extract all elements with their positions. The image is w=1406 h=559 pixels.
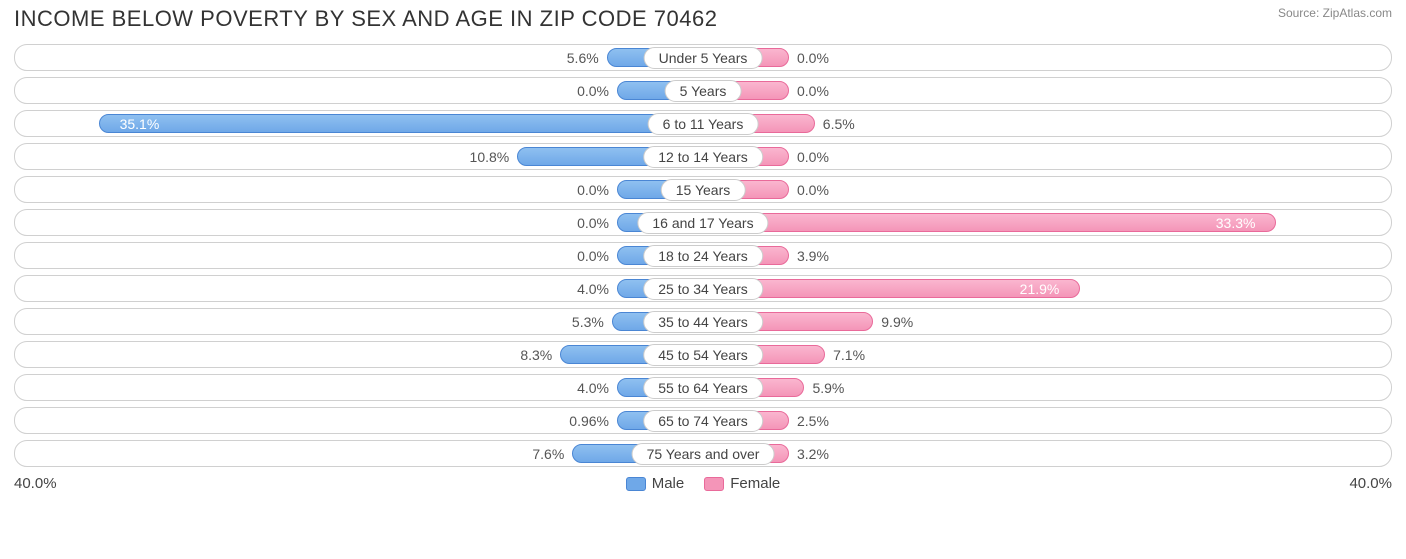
male-value-label: 35.1% xyxy=(120,111,160,136)
category-label: 35 to 44 Years xyxy=(643,311,763,333)
category-label: 65 to 74 Years xyxy=(643,410,763,432)
chart-row: 8.3% 7.1% 45 to 54 Years xyxy=(14,341,1392,368)
legend-female-label: Female xyxy=(730,475,780,492)
legend: Male Female xyxy=(626,475,781,492)
male-value-label: 0.0% xyxy=(577,243,609,268)
source-label: Source: ZipAtlas.com xyxy=(1278,6,1392,20)
chart-rows: 5.6% 0.0% Under 5 Years 0.0% 0.0% 5 Years 35.1… xyxy=(14,44,1392,467)
category-label: 15 Years xyxy=(661,179,746,201)
chart-row: 7.6% 3.2% 75 Years and over xyxy=(14,440,1392,467)
female-bar xyxy=(703,213,1276,232)
chart-row: 0.96% 2.5% 65 to 74 Years xyxy=(14,407,1392,434)
male-value-label: 0.0% xyxy=(577,177,609,202)
poverty-by-sex-age-chart: INCOME BELOW POVERTY BY SEX AND AGE IN Z… xyxy=(0,0,1406,559)
female-value-label: 0.0% xyxy=(797,45,829,70)
legend-female: Female xyxy=(704,475,780,492)
female-value-label: 33.3% xyxy=(1216,210,1256,235)
category-label: 5 Years xyxy=(665,80,742,102)
female-value-label: 3.9% xyxy=(797,243,829,268)
female-value-label: 2.5% xyxy=(797,408,829,433)
chart-row: 10.8% 0.0% 12 to 14 Years xyxy=(14,143,1392,170)
female-value-label: 3.2% xyxy=(797,441,829,466)
chart-row: 4.0% 21.9% 25 to 34 Years xyxy=(14,275,1392,302)
female-value-label: 0.0% xyxy=(797,177,829,202)
category-label: 6 to 11 Years xyxy=(648,113,759,135)
axis-max-left: 40.0% xyxy=(14,475,57,492)
chart-row: 5.6% 0.0% Under 5 Years xyxy=(14,44,1392,71)
female-value-label: 5.9% xyxy=(812,375,844,400)
chart-footer: 40.0% Male Female 40.0% xyxy=(14,475,1392,492)
legend-male: Male xyxy=(626,475,685,492)
category-label: 16 and 17 Years xyxy=(637,212,768,234)
chart-row: 4.0% 5.9% 55 to 64 Years xyxy=(14,374,1392,401)
male-value-label: 5.6% xyxy=(567,45,599,70)
chart-row: 0.0% 3.9% 18 to 24 Years xyxy=(14,242,1392,269)
chart-row: 0.0% 0.0% 5 Years xyxy=(14,77,1392,104)
male-value-label: 0.96% xyxy=(569,408,609,433)
male-swatch-icon xyxy=(626,477,646,491)
male-value-label: 4.0% xyxy=(577,276,609,301)
chart-row: 35.1% 6.5% 6 to 11 Years xyxy=(14,110,1392,137)
category-label: 75 Years and over xyxy=(632,443,775,465)
female-value-label: 21.9% xyxy=(1020,276,1060,301)
category-label: 18 to 24 Years xyxy=(643,245,763,267)
male-value-label: 4.0% xyxy=(577,375,609,400)
chart-title: INCOME BELOW POVERTY BY SEX AND AGE IN Z… xyxy=(14,6,717,32)
male-value-label: 0.0% xyxy=(577,78,609,103)
chart-row: 5.3% 9.9% 35 to 44 Years xyxy=(14,308,1392,335)
female-value-label: 7.1% xyxy=(833,342,865,367)
category-label: 12 to 14 Years xyxy=(643,146,763,168)
header: INCOME BELOW POVERTY BY SEX AND AGE IN Z… xyxy=(14,6,1392,32)
female-value-label: 6.5% xyxy=(823,111,855,136)
legend-male-label: Male xyxy=(652,475,685,492)
female-swatch-icon xyxy=(704,477,724,491)
female-value-label: 0.0% xyxy=(797,144,829,169)
male-value-label: 8.3% xyxy=(520,342,552,367)
female-value-label: 9.9% xyxy=(881,309,913,334)
axis-max-right: 40.0% xyxy=(1349,475,1392,492)
male-value-label: 7.6% xyxy=(532,441,564,466)
category-label: 45 to 54 Years xyxy=(643,344,763,366)
category-label: 55 to 64 Years xyxy=(643,377,763,399)
category-label: Under 5 Years xyxy=(644,47,763,69)
male-value-label: 5.3% xyxy=(572,309,604,334)
male-bar xyxy=(99,114,703,133)
chart-row: 0.0% 0.0% 15 Years xyxy=(14,176,1392,203)
chart-row: 0.0% 33.3% 16 and 17 Years xyxy=(14,209,1392,236)
female-value-label: 0.0% xyxy=(797,78,829,103)
male-value-label: 10.8% xyxy=(470,144,510,169)
category-label: 25 to 34 Years xyxy=(643,278,763,300)
male-value-label: 0.0% xyxy=(577,210,609,235)
